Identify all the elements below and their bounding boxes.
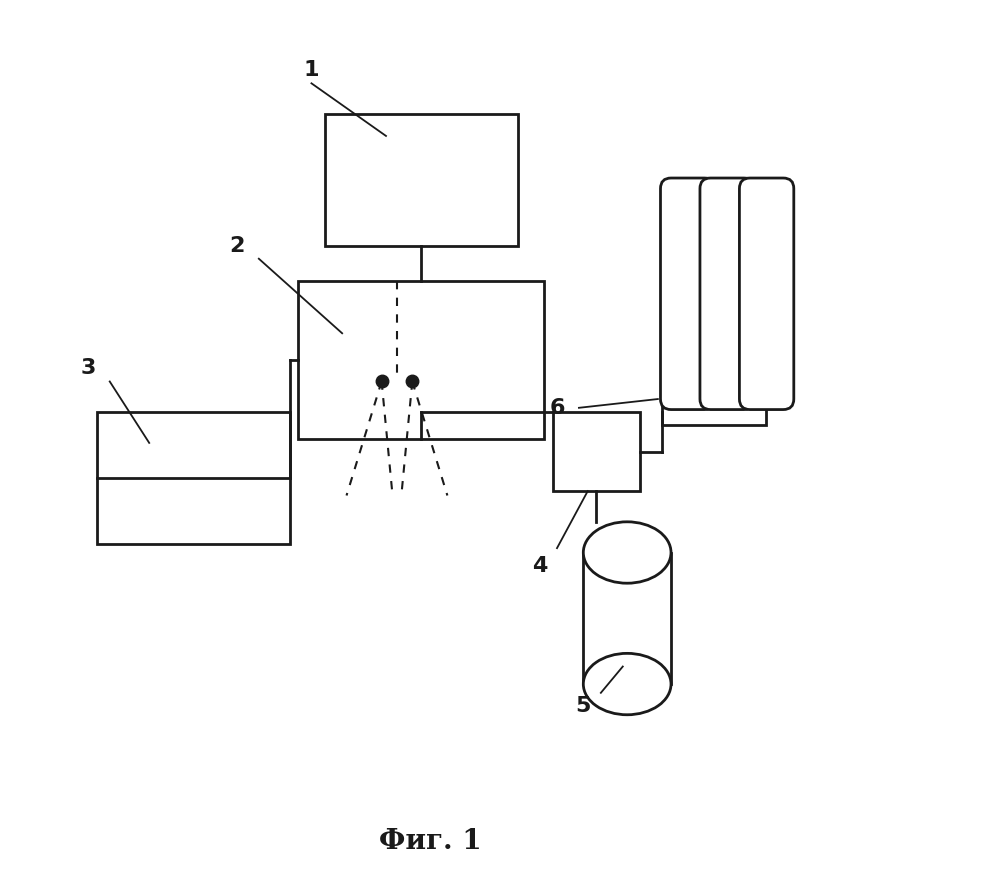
Text: Фиг. 1: Фиг. 1 <box>379 829 481 855</box>
FancyBboxPatch shape <box>700 178 754 410</box>
FancyBboxPatch shape <box>739 178 794 410</box>
Text: 6: 6 <box>549 398 565 417</box>
Bar <box>662 399 766 425</box>
Bar <box>97 412 290 544</box>
Bar <box>298 281 544 438</box>
Text: 5: 5 <box>576 696 591 716</box>
Ellipse shape <box>583 653 671 715</box>
Ellipse shape <box>583 522 671 583</box>
Bar <box>325 114 518 246</box>
FancyBboxPatch shape <box>660 178 715 410</box>
Bar <box>553 412 640 491</box>
Bar <box>583 553 671 684</box>
Text: 4: 4 <box>532 556 547 575</box>
Text: 1: 1 <box>304 61 319 80</box>
Text: 2: 2 <box>229 236 245 255</box>
Text: 3: 3 <box>80 359 95 378</box>
